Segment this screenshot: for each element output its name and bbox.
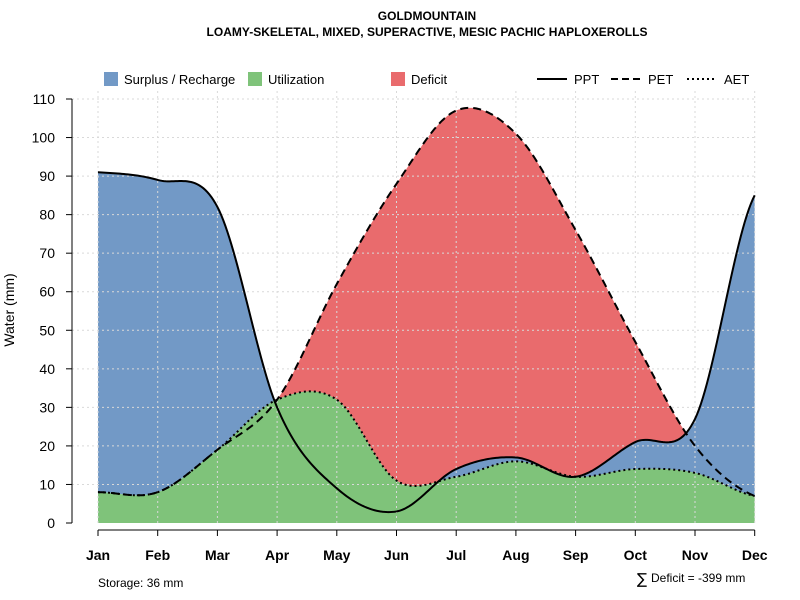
y-tick-label: 20 (39, 438, 55, 454)
legend-label-aet: AET (724, 72, 749, 87)
sum-symbol: ∑ (637, 570, 647, 588)
y-tick-label: 80 (39, 207, 55, 223)
y-tick-label: 10 (39, 476, 55, 492)
y-tick-label: 50 (39, 322, 55, 338)
axes: 0 10 20 30 40 50 60 70 80 90 100 110 Jan Feb Mar Apr May… (32, 91, 768, 563)
utilization-area (98, 391, 755, 523)
y-tick-label: 100 (32, 130, 56, 146)
x-tick-label-jun: Jun (384, 547, 409, 563)
x-tick-label-sep: Sep (563, 547, 589, 563)
x-tick-label-aug: Aug (502, 547, 529, 563)
series-lines (97, 106, 756, 514)
legend-swatch-surplus (104, 72, 118, 86)
storage-annotation: Storage: 36 mm (98, 576, 183, 590)
y-tick-label: 70 (39, 245, 55, 261)
legend-swatch-utilization (248, 72, 262, 86)
y-tick-label: 110 (33, 91, 56, 107)
deficit-annotation: Deficit = -399 mm (651, 571, 745, 585)
series-line-aet (97, 390, 755, 497)
x-tick-label-jan: Jan (86, 547, 110, 563)
area-fills (98, 107, 755, 523)
chart-title: GOLDMOUNTAIN (378, 9, 476, 23)
x-tick-label-oct: Oct (624, 547, 648, 563)
x-tick-label-mar: Mar (205, 547, 230, 563)
y-tick-label: 0 (47, 515, 55, 531)
deficit-area (98, 107, 755, 497)
x-tick-label-feb: Feb (145, 547, 170, 563)
x-tick-label-dec: Dec (742, 547, 768, 563)
x-tick-label-nov: Nov (682, 547, 709, 563)
legend: Surplus / Recharge Utilization Deficit P… (104, 72, 749, 87)
surplus-area (98, 172, 755, 497)
legend-swatch-deficit (391, 72, 405, 86)
y-axis-label: Water (mm) (1, 273, 17, 346)
legend-label-pet: PET (648, 72, 673, 87)
legend-label-deficit: Deficit (411, 72, 448, 87)
legend-label-surplus: Surplus / Recharge (124, 72, 235, 87)
y-tick-label: 30 (39, 399, 55, 415)
x-tick-label-apr: Apr (265, 547, 290, 563)
x-tick-label-jul: Jul (446, 547, 466, 563)
y-tick-label: 60 (39, 284, 55, 300)
y-tick-label: 40 (39, 361, 55, 377)
x-tick-label-may: May (323, 547, 350, 563)
series-line-ppt (97, 171, 756, 514)
legend-label-ppt: PPT (574, 72, 599, 87)
y-tick-label: 90 (39, 168, 55, 184)
chart-subtitle: LOAMY-SKELETAL, MIXED, SUPERACTIVE, MESI… (207, 25, 648, 39)
legend-label-utilization: Utilization (268, 72, 324, 87)
